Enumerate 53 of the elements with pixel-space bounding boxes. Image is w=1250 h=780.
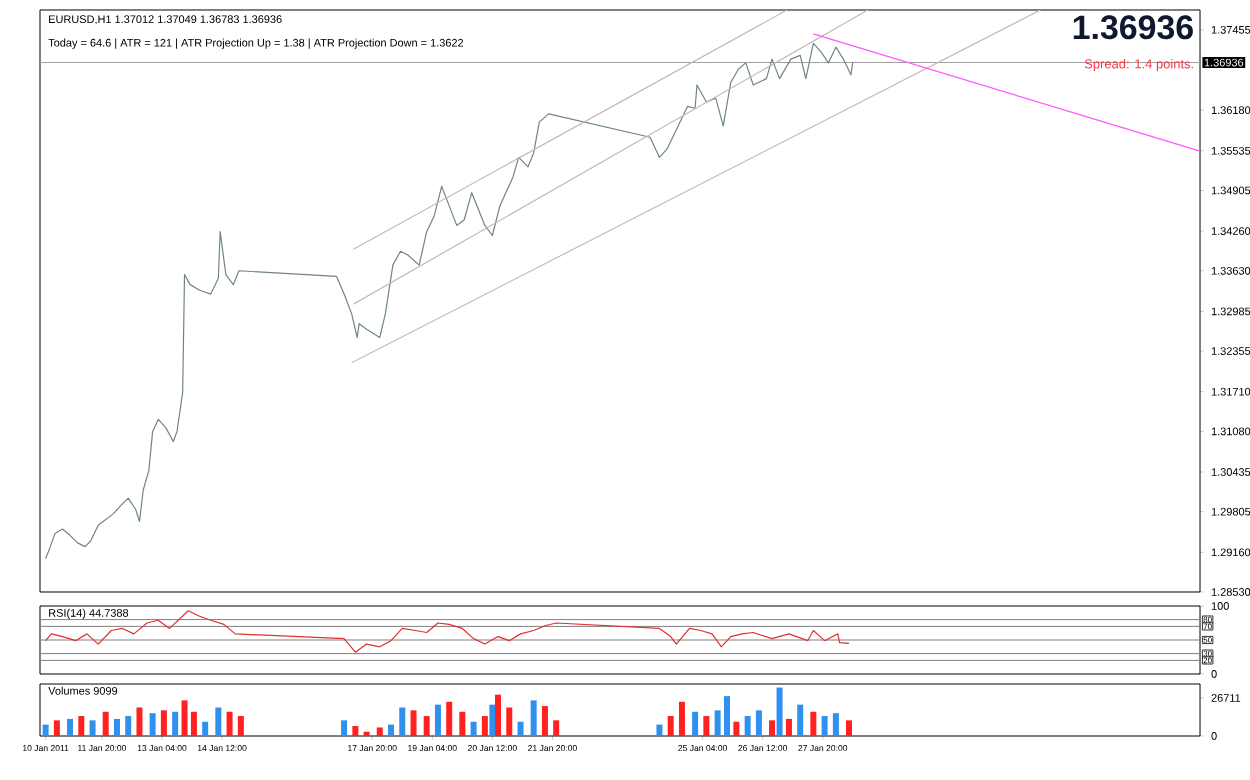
bar	[744, 716, 751, 736]
bar	[489, 704, 496, 736]
bar	[810, 711, 817, 736]
bar	[399, 707, 406, 736]
bar	[481, 716, 488, 736]
bar	[226, 711, 233, 736]
bar	[553, 720, 560, 736]
bar	[341, 720, 348, 736]
bar	[376, 727, 383, 736]
bar	[423, 716, 430, 736]
bar	[410, 710, 417, 736]
bar	[459, 711, 466, 736]
bar	[846, 720, 853, 736]
bar	[733, 721, 740, 736]
bar	[470, 721, 477, 736]
bar	[149, 713, 156, 736]
bar	[785, 718, 792, 736]
bar	[215, 707, 222, 736]
bar	[517, 721, 524, 736]
bar	[832, 713, 839, 736]
bar	[797, 704, 804, 736]
bar	[388, 724, 395, 736]
bar	[53, 720, 60, 736]
bar	[446, 701, 453, 736]
line-series	[45, 610, 850, 653]
bar	[769, 720, 776, 736]
bar	[172, 711, 179, 736]
bar	[67, 718, 74, 736]
bar	[703, 716, 710, 736]
bar	[656, 724, 663, 736]
bar	[530, 700, 537, 736]
bar	[776, 687, 783, 736]
bar	[113, 718, 120, 736]
annotation: 1.36936	[1073, 15, 1193, 40]
bar	[42, 724, 49, 736]
bar	[89, 720, 96, 736]
bar	[202, 721, 209, 736]
bar	[692, 711, 699, 736]
bar	[755, 710, 762, 736]
bar	[125, 716, 132, 736]
bar	[160, 710, 167, 736]
bar	[667, 716, 674, 736]
bar	[506, 707, 513, 736]
bar	[136, 707, 143, 736]
bar	[495, 694, 501, 736]
bar	[78, 716, 85, 736]
bar	[352, 726, 359, 736]
bar	[102, 711, 109, 736]
bar	[434, 704, 441, 736]
bar	[541, 706, 548, 736]
bar	[678, 701, 685, 736]
bar	[237, 716, 244, 736]
bar	[821, 716, 828, 736]
